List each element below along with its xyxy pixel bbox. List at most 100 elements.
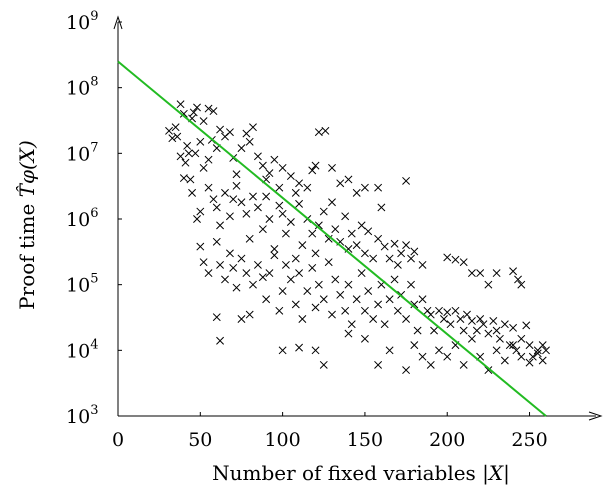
- data-point: [393, 306, 402, 315]
- data-point: [484, 280, 493, 289]
- data-point: [286, 218, 295, 226]
- data-point: [270, 155, 279, 164]
- data-point: [308, 263, 317, 272]
- data-point: [484, 366, 493, 375]
- data-point: [479, 320, 488, 329]
- data-point: [237, 315, 246, 323]
- data-point: [347, 320, 356, 329]
- data-point: [489, 317, 498, 325]
- data-point: [249, 280, 257, 289]
- data-point: [459, 258, 468, 267]
- y-tick-label: 108: [66, 75, 98, 100]
- x-tick-label: 0: [112, 429, 124, 451]
- data-point: [347, 229, 356, 238]
- data-point: [245, 310, 254, 319]
- data-point: [209, 107, 218, 116]
- data-point: [212, 203, 221, 212]
- data-point: [229, 195, 238, 204]
- data-point: [336, 179, 345, 188]
- data-point: [237, 198, 246, 207]
- data-point: [385, 295, 394, 304]
- data-point: [212, 237, 221, 246]
- data-point: [509, 323, 518, 332]
- data-point: [357, 221, 366, 230]
- y-axis-title-text: Proof time: [15, 197, 39, 309]
- data-point: [253, 260, 262, 269]
- data-point: [262, 295, 271, 304]
- data-point: [232, 181, 241, 190]
- x-axis-arrow: [588, 411, 603, 421]
- data-point: [324, 234, 333, 243]
- data-point: [295, 269, 304, 278]
- x-axis-title-text: Number of fixed variables: [212, 461, 482, 485]
- data-point: [533, 349, 542, 358]
- data-point: [199, 258, 208, 267]
- data-point: [451, 306, 460, 315]
- data-point: [517, 280, 526, 289]
- data-point: [476, 315, 485, 323]
- data-point: [225, 212, 234, 221]
- data-point: [216, 221, 225, 230]
- data-point: [253, 203, 262, 212]
- data-point: [204, 183, 213, 192]
- data-point: [500, 356, 509, 365]
- data-point: [328, 163, 336, 172]
- data-point: [278, 346, 287, 355]
- data-point: [538, 341, 547, 350]
- data-point: [352, 188, 361, 197]
- data-point: [298, 241, 307, 250]
- data-point: [509, 341, 518, 350]
- data-point: [321, 126, 330, 135]
- data-point: [253, 152, 262, 161]
- data-point: [216, 125, 225, 134]
- data-point: [505, 341, 514, 350]
- data-point: [331, 275, 340, 284]
- data-point: [209, 195, 218, 204]
- data-point: [265, 269, 274, 278]
- data-point: [528, 352, 537, 361]
- data-point: [407, 254, 415, 263]
- data-point: [173, 132, 182, 141]
- x-axis-title: Number of fixed variables |X|: [212, 461, 510, 486]
- data-point: [171, 123, 180, 132]
- data-point: [249, 123, 257, 132]
- data-point: [237, 254, 246, 263]
- data-point: [374, 234, 383, 243]
- data-point: [410, 300, 419, 309]
- data-point: [168, 134, 177, 143]
- data-point: [407, 280, 415, 289]
- x-tick-label: 250: [511, 429, 547, 451]
- data-point: [245, 137, 254, 146]
- data-point: [360, 249, 369, 258]
- data-point: [281, 260, 290, 269]
- data-point: [196, 137, 205, 146]
- data-point: [225, 128, 234, 137]
- data-point: [402, 241, 411, 250]
- data-point: [484, 329, 493, 338]
- x-tick-label: 50: [188, 429, 212, 451]
- data-point: [295, 179, 304, 188]
- data-point: [242, 209, 251, 218]
- data-point: [311, 346, 320, 355]
- data-point: [380, 320, 389, 329]
- data-point: [204, 269, 213, 278]
- data-point: [275, 306, 284, 315]
- data-point: [385, 346, 394, 355]
- x-axis-title-math: |X|: [482, 461, 510, 486]
- data-point: [196, 207, 205, 216]
- data-point: [459, 360, 468, 369]
- data-point: [374, 300, 383, 309]
- data-point: [176, 152, 185, 161]
- data-point: [352, 241, 361, 250]
- y-tick-label: 107: [66, 140, 98, 165]
- data-point: [314, 128, 323, 137]
- data-point: [446, 320, 455, 329]
- data-point: [344, 329, 353, 338]
- data-point: [492, 326, 501, 335]
- data-point: [199, 117, 208, 126]
- data-point: [402, 176, 411, 185]
- data-point: [181, 158, 190, 167]
- data-point: [390, 275, 399, 284]
- data-point: [492, 269, 501, 278]
